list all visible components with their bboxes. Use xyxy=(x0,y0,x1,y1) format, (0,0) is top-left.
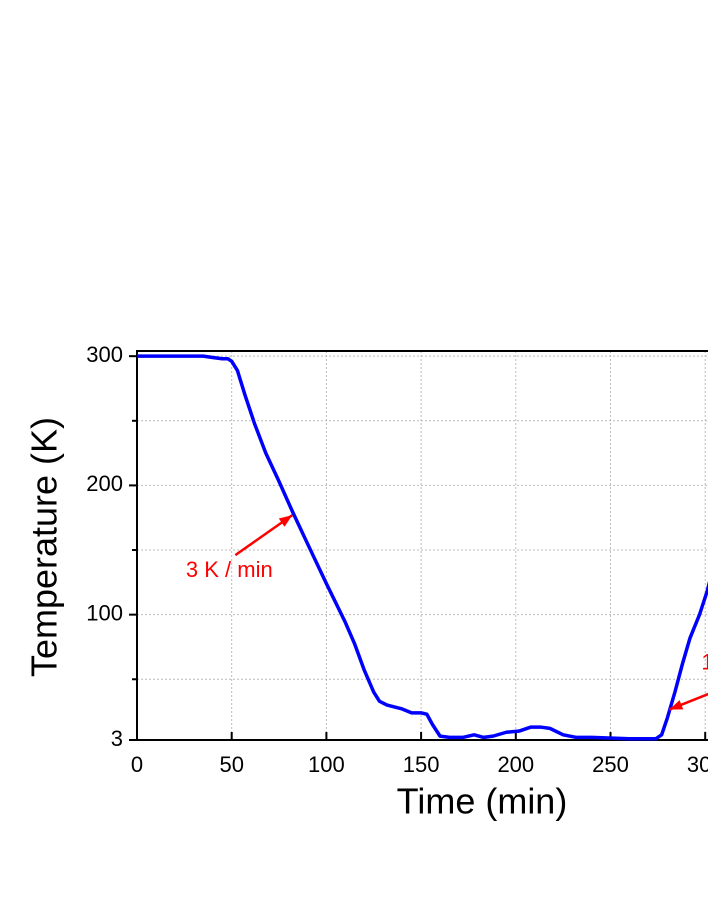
y-tick-label: 3 xyxy=(111,726,123,751)
annotation-arrowhead xyxy=(669,700,684,710)
x-axis-label: Time (min) xyxy=(397,781,568,822)
x-tick-label: 0 xyxy=(131,752,143,777)
x-tick-label: 50 xyxy=(219,752,243,777)
annotation: 3 K / min xyxy=(186,557,273,582)
y-axis-label: Temperature (K) xyxy=(24,417,65,677)
x-tick-label: 150 xyxy=(403,752,440,777)
y-tick-label: 300 xyxy=(86,342,123,367)
annotation-arrowhead xyxy=(278,515,293,527)
x-tick-label: 300 xyxy=(687,752,708,777)
x-tick-label: 250 xyxy=(592,752,629,777)
y-tick-label: 100 xyxy=(86,600,123,625)
data-line xyxy=(137,354,708,741)
annotation: 1 xyxy=(701,649,708,674)
plot-area xyxy=(137,354,708,741)
plot-frame xyxy=(136,350,708,741)
x-tick-label: 200 xyxy=(497,752,534,777)
x-tick-label: 100 xyxy=(308,752,345,777)
y-tick-label: 200 xyxy=(86,471,123,496)
